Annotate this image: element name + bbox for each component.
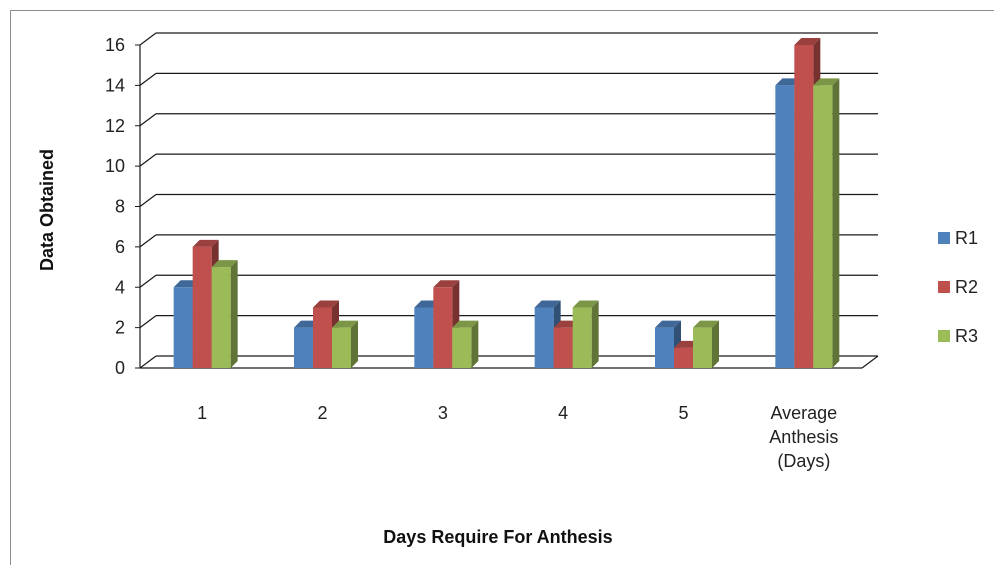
y-tick-label: 14 bbox=[105, 75, 125, 95]
floor-right-edge bbox=[861, 355, 879, 369]
gridline-6 bbox=[139, 234, 878, 248]
bar-r3-1 bbox=[211, 260, 238, 368]
x-tick-label: 2 bbox=[317, 403, 327, 423]
legend-label: R1 bbox=[955, 228, 978, 248]
y-tick-label: 12 bbox=[105, 116, 125, 136]
y-tick-label: 2 bbox=[115, 318, 125, 338]
legend: R1 R2 R3 bbox=[938, 228, 978, 346]
legend-swatch bbox=[938, 232, 950, 244]
x-axis-title: Days Require For Anthesis bbox=[383, 527, 612, 547]
gridline-2 bbox=[139, 315, 878, 329]
x-tick-label: 3 bbox=[438, 403, 448, 423]
bar-r3-4 bbox=[572, 300, 599, 368]
bar-r3-5 bbox=[693, 320, 719, 368]
legend-label: R2 bbox=[955, 277, 978, 297]
legend-item-r3: R3 bbox=[938, 326, 978, 346]
chart-frame bbox=[10, 10, 994, 565]
y-axis-ticks: 0 2 4 6 8 10 12 14 16 bbox=[105, 35, 140, 378]
gridline-8 bbox=[139, 193, 878, 207]
y-tick-label: 10 bbox=[105, 156, 125, 176]
legend-swatch bbox=[938, 281, 950, 293]
x-axis-ticks: 1 2 3 4 5 Average Anthesis (Days) bbox=[197, 403, 838, 471]
gridline-4 bbox=[139, 274, 878, 288]
legend-item-r1: R1 bbox=[938, 228, 978, 248]
gridline-0 bbox=[139, 355, 878, 369]
bar-r3-3 bbox=[452, 320, 479, 368]
y-tick-label: 8 bbox=[115, 197, 125, 217]
legend-item-r2: R2 bbox=[938, 277, 978, 297]
y-tick-label: 16 bbox=[105, 35, 125, 55]
bar-r3-6 bbox=[813, 78, 840, 368]
x-tick-label: 4 bbox=[558, 403, 568, 423]
legend-swatch bbox=[938, 330, 950, 342]
y-axis-title: Data Obtained bbox=[37, 149, 57, 271]
bar-r3-2 bbox=[332, 320, 358, 368]
y-tick-label: 6 bbox=[115, 237, 125, 257]
x-tick-label: 1 bbox=[197, 403, 207, 423]
x-tick-label: 5 bbox=[678, 403, 688, 423]
gridline-12 bbox=[139, 113, 878, 127]
y-tick-label: 4 bbox=[115, 277, 125, 297]
x-tick-label: Average Anthesis (Days) bbox=[769, 403, 838, 471]
gridlines bbox=[139, 32, 879, 369]
bars bbox=[173, 38, 840, 368]
gridline-14 bbox=[139, 72, 878, 86]
gridline-10 bbox=[139, 153, 878, 167]
gridline-16 bbox=[139, 32, 878, 46]
legend-label: R3 bbox=[955, 326, 978, 346]
y-tick-label: 0 bbox=[115, 358, 125, 378]
